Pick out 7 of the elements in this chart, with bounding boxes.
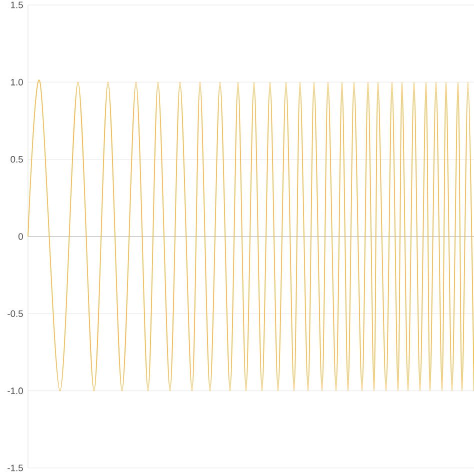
y-tick-label: 1.0 <box>11 78 23 86</box>
y-tick-label: -1.0 <box>8 388 23 394</box>
y-tick-label: -0.5 <box>8 310 23 317</box>
y-tick-label: 1.5 <box>11 2 23 8</box>
y-tick-label: 0.5 <box>10 156 23 163</box>
y-tick-label: 0 <box>18 233 23 240</box>
y-tick-label: -1.5 <box>8 464 23 472</box>
